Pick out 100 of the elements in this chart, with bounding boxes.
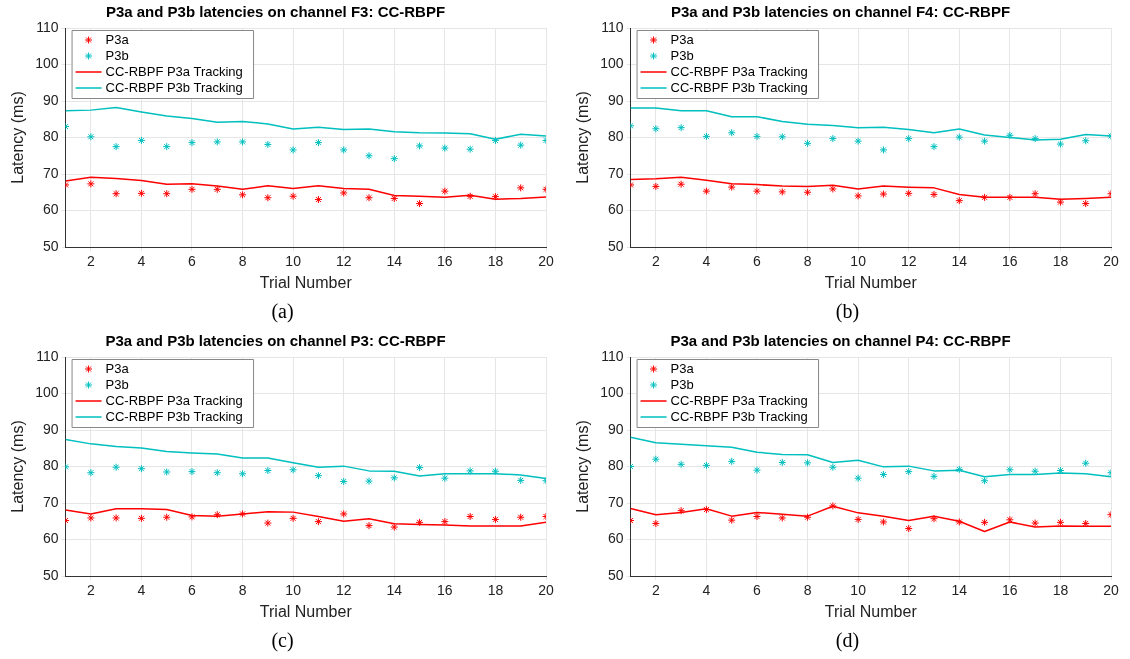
- point: [1081, 199, 1090, 208]
- point: [365, 521, 373, 530]
- point: [415, 141, 424, 150]
- point: [516, 513, 525, 522]
- point: [289, 145, 298, 154]
- legend-label: P3b: [105, 376, 129, 392]
- point: [1056, 140, 1065, 149]
- point: [314, 195, 323, 204]
- y-tick-label: 70: [607, 164, 624, 181]
- point: [980, 518, 989, 527]
- point: [854, 137, 863, 146]
- point: [904, 134, 913, 143]
- x-tick-label: 16: [1002, 582, 1018, 599]
- legend-label: CC-RBPF P3a Tracking: [105, 63, 243, 79]
- point: [879, 145, 888, 154]
- y-tick-label: 50: [607, 566, 624, 583]
- text: (a): [271, 299, 294, 325]
- x-tick-label: 4: [137, 582, 146, 599]
- point: [930, 142, 938, 151]
- point: [778, 187, 787, 196]
- legend-label: P3b: [105, 47, 129, 63]
- point: [677, 180, 686, 189]
- point: [702, 187, 711, 196]
- y-tick-label: 60: [607, 201, 624, 218]
- point: [339, 477, 348, 486]
- y-tick-label: 100: [600, 55, 624, 72]
- point: [112, 189, 121, 198]
- point: [516, 476, 525, 485]
- point: [339, 145, 348, 154]
- point: [904, 189, 913, 198]
- y-tick-label: 110: [36, 18, 59, 35]
- x-tick-label: 20: [1103, 253, 1119, 270]
- x-axis-title: Trial Number: [824, 602, 918, 620]
- y-axis-title: Latency (ms): [574, 420, 592, 513]
- x-tick-label: 16: [1002, 253, 1018, 270]
- point: [314, 471, 323, 480]
- y-axis-title: Latency (ms): [9, 420, 27, 513]
- y-axis-title: Latency (ms): [9, 91, 27, 184]
- point: [415, 518, 424, 527]
- point: [289, 514, 298, 523]
- point: [930, 190, 938, 199]
- y-tick-label: 90: [42, 91, 59, 108]
- point: [930, 514, 938, 523]
- point: [980, 193, 989, 202]
- y-tick-label: 70: [42, 493, 59, 510]
- legend-label: P3a: [670, 31, 695, 47]
- point: [213, 510, 222, 519]
- y-tick-label: 110: [36, 347, 59, 364]
- legend-label: P3a: [105, 360, 130, 376]
- point: [930, 472, 938, 481]
- point: [803, 458, 812, 467]
- text: (b): [835, 299, 860, 325]
- point: [491, 467, 500, 476]
- point: [112, 463, 121, 472]
- point: [980, 137, 989, 146]
- y-axis-title: Latency (ms): [574, 91, 592, 184]
- point: [162, 189, 171, 198]
- x-axis-title: Trial Number: [824, 273, 918, 291]
- y-tick-label: 50: [607, 237, 624, 254]
- point: [365, 193, 373, 202]
- point: [440, 144, 449, 153]
- x-tick-label: 6: [753, 253, 762, 270]
- point: [752, 512, 761, 521]
- point: [137, 136, 146, 145]
- point: [187, 467, 196, 476]
- point: [1005, 515, 1014, 524]
- y-tick-label: 90: [607, 420, 624, 437]
- point: [803, 139, 812, 148]
- legend-label: P3a: [670, 360, 695, 376]
- point: [879, 190, 888, 199]
- point: [86, 513, 95, 522]
- point: [854, 515, 863, 524]
- legend-label: CC-RBPF P3a Tracking: [105, 392, 243, 408]
- point: [263, 193, 272, 202]
- point: [238, 509, 247, 518]
- text: (c): [271, 628, 294, 654]
- point: [702, 132, 711, 141]
- y-tick-label: 70: [607, 493, 624, 510]
- point: [1056, 518, 1065, 527]
- x-tick-label: 2: [86, 582, 95, 599]
- point: [238, 469, 247, 478]
- legend-label: CC-RBPF P3a Tracking: [670, 63, 808, 79]
- point: [491, 136, 500, 145]
- point: [390, 473, 399, 482]
- point: [854, 191, 863, 200]
- point: [702, 461, 711, 470]
- point: [238, 190, 247, 199]
- point: [516, 141, 525, 150]
- point: [162, 513, 171, 522]
- x-tick-label: 2: [651, 253, 660, 270]
- x-tick-label: 14: [386, 253, 403, 270]
- point: [879, 517, 888, 526]
- chart-title: P3a and P3b latencies on channel F4: CC-RBPF: [670, 3, 1011, 21]
- point: [1031, 189, 1040, 198]
- x-tick-label: 2: [86, 253, 95, 270]
- x-tick-label: 6: [188, 582, 197, 599]
- x-tick-label: 8: [803, 582, 812, 599]
- point: [440, 187, 449, 196]
- point: [904, 467, 913, 476]
- point: [677, 506, 686, 515]
